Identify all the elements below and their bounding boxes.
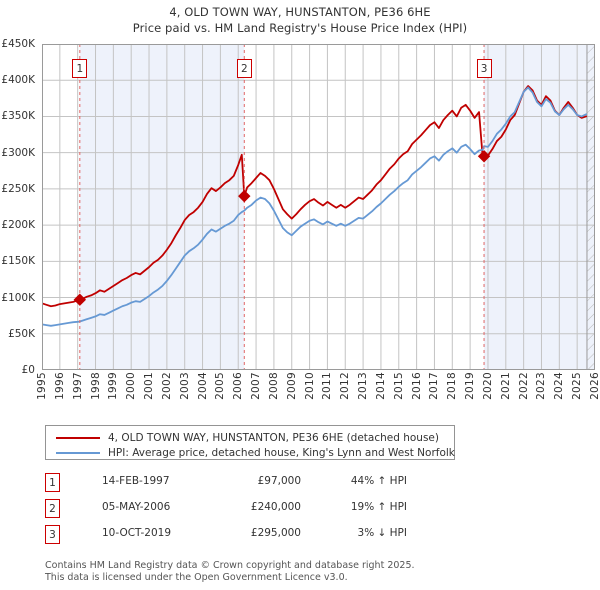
y-tick-label: £50K bbox=[8, 327, 35, 340]
shaded-span-1 bbox=[79, 44, 245, 370]
sales-table: 1 14-FEB-1997 £97,000 44% ↑ HPI 2 05-MAY-2006… bbox=[45, 472, 505, 550]
y-tick-label: £350K bbox=[1, 110, 35, 123]
x-tick-label: 2020 bbox=[481, 372, 494, 400]
y-tick-label: £0 bbox=[21, 364, 35, 376]
page-title: 4, OLD TOWN WAY, HUNSTANTON, PE36 6HE bbox=[169, 5, 431, 19]
x-tick-label: 2014 bbox=[374, 372, 387, 400]
x-tick-label: 2012 bbox=[339, 372, 352, 400]
x-tick-label: 2022 bbox=[517, 372, 530, 400]
x-tick-label: 2024 bbox=[553, 372, 566, 400]
y-tick-label: £100K bbox=[1, 291, 35, 304]
sale-marker-box-3: 3 bbox=[476, 59, 492, 78]
x-tick-label: 2011 bbox=[321, 372, 334, 400]
footer-line-1: Contains HM Land Registry data © Crown c… bbox=[45, 560, 415, 571]
footer-line-2: This data is licensed under the Open Gov… bbox=[45, 571, 348, 583]
x-tick-label: 1998 bbox=[89, 372, 102, 400]
sale-index-badge: 2 bbox=[45, 499, 60, 518]
x-axis: 1995 1996 1997 1998 1999 2000 2001 2002 2003 2004… bbox=[36, 372, 600, 418]
x-tick-label: 2025 bbox=[571, 372, 584, 400]
sale-index-badge: 3 bbox=[45, 525, 60, 544]
legend-item-1: 4, OLD TOWN WAY, HUNSTANTON, PE36 6HE (d… bbox=[46, 429, 439, 446]
sale-point-2 bbox=[238, 189, 251, 203]
sale-date: 10-OCT-2019 bbox=[102, 527, 171, 539]
x-tick-label: 2000 bbox=[125, 372, 138, 400]
x-tick-label: 2003 bbox=[178, 372, 191, 400]
x-tick-label: 2008 bbox=[267, 372, 280, 400]
x-tick-label: 2002 bbox=[160, 372, 173, 400]
footer-attribution: Contains HM Land Registry data © Crown c… bbox=[45, 560, 565, 583]
x-tick-label: 1996 bbox=[53, 372, 66, 400]
x-tick-label: 2007 bbox=[250, 372, 263, 400]
x-tick-label: 2018 bbox=[446, 372, 459, 400]
x-tick-label: 2015 bbox=[392, 372, 405, 400]
y-tick-label: £450K bbox=[1, 38, 35, 50]
y-tick-label: £400K bbox=[1, 74, 35, 87]
sale-date: 14-FEB-1997 bbox=[102, 475, 170, 487]
shaded-span-2 bbox=[484, 44, 595, 370]
y-tick-label: £300K bbox=[1, 146, 35, 159]
x-tick-label: 2017 bbox=[428, 372, 441, 400]
sale-marker-box-2: 2 bbox=[236, 59, 252, 78]
legend-color-swatch bbox=[56, 436, 100, 439]
x-tick-label: 2023 bbox=[535, 372, 548, 400]
sale-price: £295,000 bbox=[250, 527, 301, 539]
legend-item-2: HPI: Average price, detached house, King… bbox=[46, 444, 455, 461]
sale-hpi-delta: 3% ↓ HPI bbox=[357, 527, 407, 539]
x-tick-label: 2001 bbox=[143, 372, 156, 400]
legend-color-swatch bbox=[56, 451, 100, 454]
y-tick-label: £250K bbox=[1, 182, 35, 195]
sale-row: 2 05-MAY-2006 £240,000 19% ↑ HPI bbox=[45, 498, 505, 524]
sale-row: 1 14-FEB-1997 £97,000 44% ↑ HPI bbox=[45, 472, 505, 498]
x-tick-label: 2013 bbox=[357, 372, 370, 400]
x-tick-label: 2016 bbox=[410, 372, 423, 400]
x-tick-label: 2019 bbox=[464, 372, 477, 400]
sale-hpi-delta: 44% ↑ HPI bbox=[350, 475, 407, 487]
sale-point-1 bbox=[73, 293, 87, 306]
x-tick-label: 2021 bbox=[499, 372, 512, 400]
sale-price: £97,000 bbox=[257, 475, 301, 487]
x-tick-label: 2005 bbox=[214, 372, 227, 400]
page-subtitle: Price paid vs. HM Land Registry's House … bbox=[132, 21, 468, 35]
projection-hatch bbox=[586, 44, 595, 370]
chart-legend: 4, OLD TOWN WAY, HUNSTANTON, PE36 6HE (d… bbox=[45, 425, 455, 460]
chart-title-block: 4, OLD TOWN WAY, HUNSTANTON, PE36 6HE Pr… bbox=[0, 4, 600, 36]
sale-hpi-delta: 19% ↑ HPI bbox=[350, 501, 407, 513]
y-tick-label: £200K bbox=[1, 219, 35, 232]
x-tick-label: 2009 bbox=[285, 372, 298, 400]
y-tick-label: £150K bbox=[1, 255, 35, 268]
price-history-line-chart bbox=[42, 44, 595, 370]
plot-area: 1 2 3 bbox=[42, 44, 595, 370]
sale-row: 3 10-OCT-2019 £295,000 3% ↓ HPI bbox=[45, 524, 505, 550]
sale-index-badge: 1 bbox=[45, 473, 60, 492]
x-tick-label: 2006 bbox=[232, 372, 245, 400]
x-tick-label: 2004 bbox=[196, 372, 209, 400]
x-tick-label: 1997 bbox=[71, 372, 84, 400]
sale-point-3 bbox=[477, 150, 491, 163]
legend-label: HPI: Average price, detached house, King… bbox=[108, 446, 455, 459]
x-tick-label: 1999 bbox=[107, 372, 120, 400]
legend-label: 4, OLD TOWN WAY, HUNSTANTON, PE36 6HE (d… bbox=[108, 431, 439, 444]
x-tick-label: 2026 bbox=[589, 372, 600, 400]
series-line-1 bbox=[42, 85, 587, 308]
series-line-2 bbox=[42, 86, 587, 327]
sale-date: 05-MAY-2006 bbox=[102, 501, 171, 513]
sale-price: £240,000 bbox=[250, 501, 301, 513]
sale-marker-box-1: 1 bbox=[72, 59, 88, 78]
x-tick-label: 1995 bbox=[36, 372, 48, 400]
y-axis: £0 £50K £100K £150K £200K £250K £300K £350K £400… bbox=[0, 38, 39, 376]
x-tick-label: 2010 bbox=[303, 372, 316, 400]
